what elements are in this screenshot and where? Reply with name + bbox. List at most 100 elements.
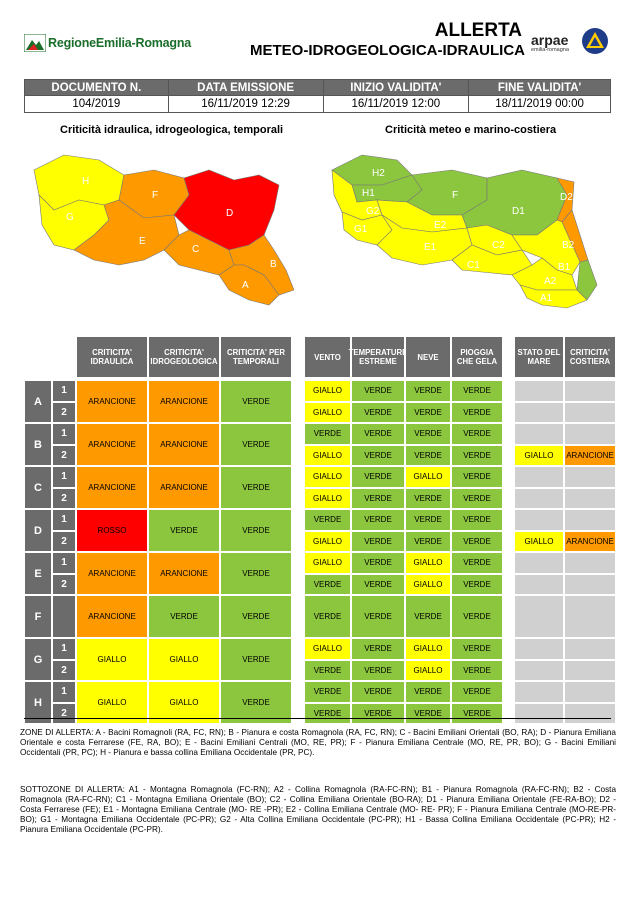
subzone-label: 2	[52, 659, 76, 681]
criticality-cell: ARANCIONE	[76, 380, 148, 423]
criticality-cell: ARANCIONE	[76, 423, 148, 466]
meteo-cell: VERDE	[304, 595, 351, 638]
map-label-e1: E1	[424, 242, 437, 253]
subzone-label: 2	[52, 487, 76, 509]
subzone-label: 2	[52, 401, 76, 423]
meteo-cell: VERDE	[451, 380, 503, 402]
meteo-cell: VERDE	[405, 530, 451, 552]
validity-end-header: FINE VALIDITA'	[468, 79, 611, 96]
header-group1-0: CRITICITA' IDRAULICA	[76, 336, 148, 378]
map-label-a2: A2	[544, 276, 557, 287]
map-subzone-a1	[519, 284, 588, 309]
header-group2-1: TEMPERATURE ESTREME	[349, 336, 407, 378]
marine-cell	[514, 659, 564, 681]
zones-legend: ZONE DI ALLERTA: A - Bacini Romagnoli (R…	[20, 728, 616, 757]
meteo-cell: GIALLO	[304, 444, 351, 466]
meteo-cell: GIALLO	[405, 659, 451, 681]
document-info-table: DOCUMENTO N. DATA EMISSIONE INIZIO VALID…	[24, 79, 611, 113]
criticality-cell: VERDE	[220, 423, 292, 466]
meteo-cell: GIALLO	[405, 552, 451, 574]
meteo-cell: VERDE	[451, 487, 503, 509]
meteo-cell: GIALLO	[304, 401, 351, 423]
map-label-a: A	[242, 280, 249, 291]
map-label-b1: B1	[558, 262, 571, 273]
map-zone-a	[218, 264, 280, 306]
meteo-cell: VERDE	[304, 659, 351, 681]
header-group3-1: CRITICITA' COSTIERA	[564, 336, 616, 378]
meteo-cell: VERDE	[405, 423, 451, 445]
meteo-cell: VERDE	[451, 466, 503, 488]
map-label-h: H	[82, 176, 89, 187]
criticality-cell: ARANCIONE	[148, 423, 220, 466]
subzone-label-empty	[52, 595, 76, 638]
marine-cell: ARANCIONE	[564, 444, 616, 466]
meteo-cell: VERDE	[451, 595, 503, 638]
regione-logo: RegioneEmilia-Romagna	[24, 34, 194, 54]
arpae-logo: arpae emilia-romagna	[531, 33, 575, 53]
criticality-cell: VERDE	[220, 509, 292, 552]
criticality-cell: GIALLO	[148, 638, 220, 681]
map-label-g1: G1	[354, 224, 368, 235]
map-label-e2: E2	[434, 220, 447, 231]
marine-cell	[564, 509, 616, 531]
marine-cell	[514, 552, 564, 574]
header-group1-2: CRITICITA' PER TEMPORALI	[220, 336, 292, 378]
map-label-d2: D2	[560, 192, 573, 203]
page-title: ALLERTA	[434, 20, 522, 41]
meteo-cell: VERDE	[451, 552, 503, 574]
criticality-cell: VERDE	[148, 509, 220, 552]
meteo-cell: GIALLO	[405, 638, 451, 660]
subzone-label: 2	[52, 702, 76, 724]
map-label-h2: H2	[372, 168, 385, 179]
criticality-cell: VERDE	[220, 595, 292, 638]
validity-start: 16/11/2019 12:00	[322, 95, 470, 113]
meteo-cell: VERDE	[351, 638, 405, 660]
meteo-cell: VERDE	[451, 401, 503, 423]
map-subzone-b-coast	[576, 259, 598, 301]
criticality-cell: GIALLO	[76, 681, 148, 724]
meteo-cell: VERDE	[304, 573, 351, 595]
meteo-cell: VERDE	[451, 423, 503, 445]
meteo-cell: VERDE	[405, 401, 451, 423]
meteo-cell: VERDE	[405, 487, 451, 509]
marine-cell	[564, 681, 616, 703]
map-label-g: G	[66, 212, 74, 223]
marine-cell	[514, 595, 564, 638]
marine-cell	[514, 380, 564, 402]
meteo-cell: VERDE	[451, 659, 503, 681]
validity-start-header: INIZIO VALIDITA'	[322, 79, 470, 96]
criticality-cell: VERDE	[220, 552, 292, 595]
regione-logo-text: RegioneEmilia-Romagna	[48, 36, 192, 50]
zone-label-g: G	[24, 638, 52, 681]
criticality-cell: ARANCIONE	[76, 552, 148, 595]
zone-label-e: E	[24, 552, 52, 595]
subzone-label: 1	[52, 423, 76, 445]
marine-cell	[564, 638, 616, 660]
document-info-header-row: DOCUMENTO N. DATA EMISSIONE INIZIO VALID…	[24, 79, 611, 96]
meteo-cell: VERDE	[405, 681, 451, 703]
criticality-cell: ROSSO	[76, 509, 148, 552]
meteo-cell: VERDE	[351, 487, 405, 509]
map-label-f: F	[452, 190, 458, 201]
subzone-label: 1	[52, 509, 76, 531]
marine-cell	[514, 702, 564, 724]
meteo-cell: GIALLO	[304, 466, 351, 488]
criticality-cell: ARANCIONE	[148, 466, 220, 509]
marine-cell	[514, 638, 564, 660]
marine-cell: GIALLO	[514, 444, 564, 466]
criticality-cell: VERDE	[220, 681, 292, 724]
meteo-cell: VERDE	[351, 401, 405, 423]
regione-flag-icon	[24, 34, 46, 52]
left-criticality-map: H F D G E C B A	[33, 154, 295, 306]
meteo-cell: VERDE	[304, 681, 351, 703]
meteo-cell: VERDE	[351, 423, 405, 445]
meteo-cell: GIALLO	[304, 552, 351, 574]
zone-label-a: A	[24, 380, 52, 423]
doc-number: 104/2019	[24, 95, 169, 113]
header-group3-0: STATO DEL MARE	[514, 336, 564, 378]
marine-cell	[564, 423, 616, 445]
subzone-label: 2	[52, 530, 76, 552]
meteo-cell: VERDE	[351, 380, 405, 402]
zone-label-b: B	[24, 423, 52, 466]
meteo-cell: VERDE	[351, 466, 405, 488]
